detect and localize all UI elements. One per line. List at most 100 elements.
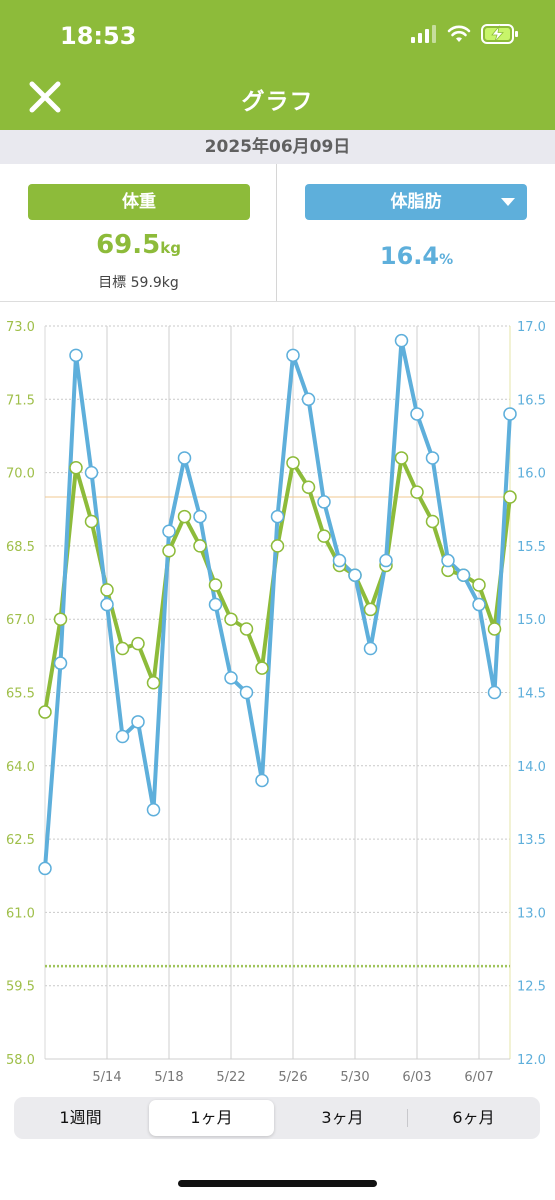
weight-point (146, 675, 161, 690)
fat-point (301, 392, 316, 407)
y-left-tick-label: 58.0 (6, 1053, 35, 1068)
home-indicator (178, 1180, 377, 1187)
y-right-tick-label: 16.5 (517, 393, 546, 408)
y-left-tick-label: 64.0 (6, 760, 35, 775)
fat-point (410, 407, 424, 421)
y-right-tick-label: 12.0 (517, 1053, 546, 1068)
fat-point (53, 656, 68, 670)
fat-point (425, 451, 440, 465)
weight-button[interactable]: 体重 (28, 184, 250, 220)
y-left-tick-label: 62.5 (6, 833, 35, 848)
fat-point (487, 685, 502, 700)
weight-point (394, 451, 409, 465)
weight-fat-chart[interactable]: 73.0 71.5 70.0 68.5 67.0 65.5 64.0 62.5 61.0 59.5… (0, 302, 555, 1092)
tab-6months[interactable]: 6ヶ月 (452, 1108, 495, 1127)
fat-point (270, 509, 285, 524)
weight-number: 69.5 (96, 230, 161, 260)
fat-point (131, 715, 145, 729)
tab-1month[interactable]: 1ヶ月 (149, 1100, 274, 1136)
y-left-tick-label: 67.0 (6, 613, 35, 628)
weight-point (115, 641, 130, 656)
signal-icon (411, 25, 436, 43)
fat-series-line (43, 338, 512, 871)
x-tick-label: 5/18 (154, 1070, 183, 1085)
fat-number: 16.4 (379, 242, 440, 270)
weight-point (363, 602, 378, 617)
fat-point (69, 348, 83, 363)
x-tick-label: 5/26 (278, 1070, 307, 1085)
weight-point (487, 622, 502, 636)
y-right-tick-label: 13.0 (517, 906, 546, 921)
weight-point (177, 509, 192, 524)
weight-point (425, 514, 440, 529)
y-right-tick-label: 15.0 (517, 613, 546, 628)
wifi-icon (447, 25, 471, 42)
weight-point (286, 456, 300, 470)
weight-point (224, 612, 238, 626)
fat-point (239, 685, 254, 700)
x-tick-label: 6/03 (402, 1070, 431, 1085)
x-tick-label: 6/07 (464, 1070, 493, 1085)
weight-point (301, 480, 316, 495)
fat-point (394, 333, 409, 348)
tab-1week[interactable]: 1週間 (59, 1108, 102, 1127)
y-right-tick-label: 13.5 (517, 833, 546, 848)
fat-point (177, 451, 192, 465)
weight-unit: kg (160, 239, 181, 257)
y-right-tick-label: 17.0 (517, 320, 546, 335)
fat-point (317, 495, 331, 509)
body-fat-dropdown[interactable]: 体脂肪 (305, 184, 527, 220)
fat-point (38, 861, 52, 876)
fat-point (363, 641, 378, 656)
weight-point (317, 529, 331, 543)
fat-point (441, 553, 455, 568)
y-left-tick-label: 71.5 (6, 393, 35, 408)
fat-point (146, 803, 161, 817)
weight-point (472, 578, 486, 592)
weight-point (193, 539, 207, 553)
fat-point (286, 348, 300, 363)
tab-3months[interactable]: 3ヶ月 (321, 1108, 364, 1127)
status-icons (411, 24, 519, 44)
y-left-tick-label: 65.5 (6, 687, 35, 702)
x-tick-label: 5/30 (340, 1070, 369, 1085)
period-segmented-control: 1週間 1ヶ月 3ヶ月 6ヶ月 (14, 1097, 540, 1139)
weight-point (53, 612, 68, 626)
weight-point (255, 661, 269, 675)
battery-charging-icon (481, 24, 518, 44)
fat-point (379, 553, 393, 568)
date-label: 2025年06月09日 (0, 130, 555, 164)
y-right-tick-label: 12.5 (517, 980, 546, 995)
chart-area[interactable]: 73.0 71.5 70.0 68.5 67.0 65.5 64.0 62.5 61.0 59.5… (0, 302, 555, 1092)
page-title: グラフ (241, 89, 314, 115)
fat-point (100, 597, 114, 612)
fat-point (193, 509, 207, 524)
weight-point (38, 705, 52, 719)
y-left-tick-label: 59.5 (6, 980, 35, 995)
y-left-tick-label: 70.0 (6, 467, 35, 482)
status-time: 18:53 (60, 22, 137, 50)
weight-point (131, 636, 145, 651)
weight-point (100, 583, 114, 597)
tab-divider (407, 1109, 408, 1127)
app-header: 18:53 グラフ (0, 0, 555, 130)
chevron-down-icon (501, 198, 515, 206)
fat-point (332, 553, 347, 568)
y-left-tick-label: 61.0 (6, 906, 35, 921)
fat-point (208, 597, 223, 612)
fat-panel: 体脂肪 16.4% (278, 164, 555, 302)
fat-point (348, 568, 362, 582)
fat-value: 16.4% (278, 242, 555, 270)
weight-point (84, 514, 99, 529)
weight-point (162, 544, 176, 558)
fat-point (115, 729, 130, 744)
weight-point (69, 460, 83, 475)
divider (0, 301, 555, 302)
weight-value: 69.5kg (0, 230, 277, 260)
weight-point (270, 539, 285, 553)
fat-point (162, 524, 176, 538)
fat-point (224, 671, 238, 685)
close-icon[interactable] (28, 80, 62, 114)
y-right-tick-label: 16.0 (517, 467, 546, 482)
y-right-tick-label: 14.5 (517, 687, 546, 702)
